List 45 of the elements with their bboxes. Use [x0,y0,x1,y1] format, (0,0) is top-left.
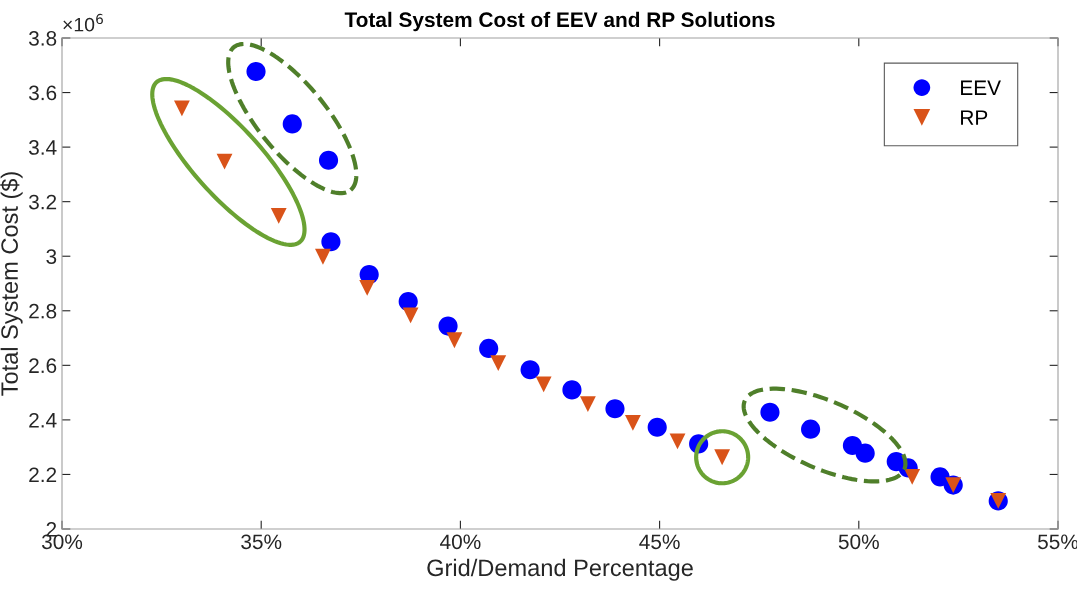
point [315,248,331,265]
y-tick-label: 2.4 [29,412,57,428]
legend-label: EEV [961,80,1001,95]
y-tick-label: 3.6 [28,85,57,101]
y-tick-label: 3.8 [28,31,57,46]
point [174,100,190,117]
point [647,417,667,437]
point [246,61,266,82]
point [318,150,339,170]
x-tick-label: 35% [241,534,282,550]
point [624,414,641,431]
point [438,316,458,336]
x-axis-title: Grid/Demand Percentage [427,558,693,581]
point [282,114,302,134]
x-tick-label: 40% [440,534,481,550]
point [579,396,596,412]
y-axis-title: Total System Cost ($) [0,172,23,396]
legend-label: RP [961,110,988,125]
point [855,443,875,463]
point [490,355,507,372]
y-tick-label: 3.2 [28,194,57,210]
y-tick-label: 3.4 [28,140,57,155]
point [216,153,233,170]
x-tick-label: 45% [639,534,680,550]
y-tick-label: 3 [46,249,57,264]
y-tick-label: 2.6 [29,358,57,374]
y-tick-label: 2.2 [29,467,57,482]
point [535,376,552,393]
point [520,360,540,380]
point [669,433,686,450]
point [562,380,582,400]
point [359,279,376,296]
point [479,338,499,358]
chart-title: Total System Cost of EEV and RP Solutions [344,11,775,32]
text: ×10$^{6}$ [63,13,103,32]
y-tick-label: 2.8 [29,303,57,319]
point [446,332,463,349]
point [402,307,419,324]
point [760,402,780,422]
point [321,232,341,252]
point [801,419,821,439]
point [270,207,287,224]
x-tick-label: 50% [838,534,879,550]
point [605,399,625,419]
point [904,468,921,485]
